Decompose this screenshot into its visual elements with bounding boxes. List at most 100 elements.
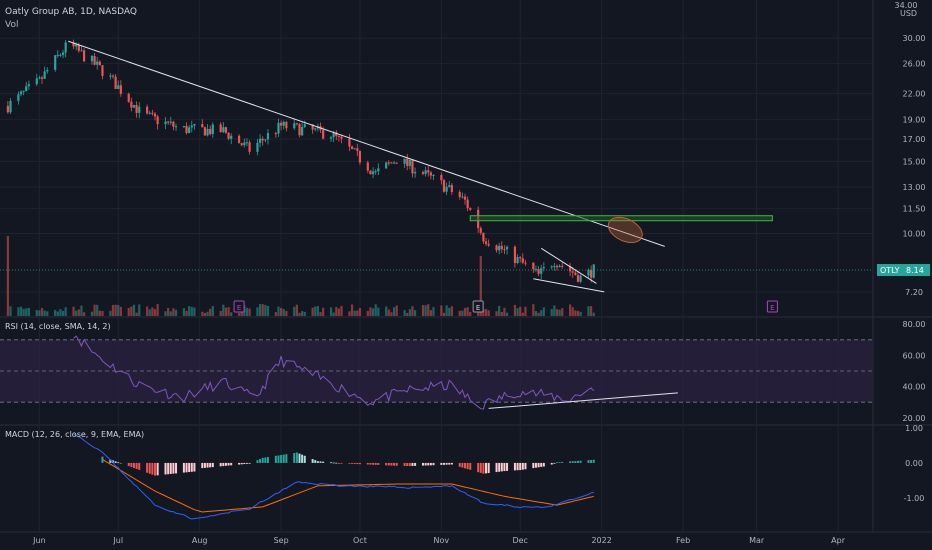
- wedge-upper-line[interactable]: [540, 247, 597, 284]
- candle-body[interactable]: [119, 85, 122, 94]
- candle-body[interactable]: [592, 264, 595, 278]
- candle-body[interactable]: [487, 243, 490, 246]
- candle-body[interactable]: [54, 55, 57, 70]
- candle-body[interactable]: [303, 124, 306, 127]
- candle-body[interactable]: [80, 50, 83, 52]
- candle-body[interactable]: [109, 75, 112, 77]
- candle-body[interactable]: [408, 160, 411, 166]
- candle-body[interactable]: [432, 174, 435, 176]
- earnings-marker[interactable]: E: [766, 300, 778, 313]
- candle-body[interactable]: [356, 148, 359, 151]
- candle-body[interactable]: [314, 128, 317, 130]
- candle-body[interactable]: [188, 127, 191, 133]
- candle-body[interactable]: [61, 52, 65, 55]
- candle-body[interactable]: [461, 196, 464, 198]
- candle-body[interactable]: [482, 232, 485, 242]
- candle-body[interactable]: [117, 85, 120, 89]
- candle-body[interactable]: [266, 133, 270, 140]
- wedge-lower-line[interactable]: [533, 278, 605, 293]
- candle-body[interactable]: [172, 121, 175, 127]
- candle-body[interactable]: [348, 138, 351, 147]
- candle-body[interactable]: [185, 126, 188, 133]
- rsi-divergence-line[interactable]: [488, 392, 678, 409]
- candle-body[interactable]: [335, 132, 338, 136]
- resistance-zone[interactable]: [469, 215, 773, 222]
- candle-body[interactable]: [227, 132, 230, 139]
- candle-body[interactable]: [590, 269, 593, 278]
- candle-body[interactable]: [93, 56, 96, 65]
- candle-body[interactable]: [353, 148, 356, 150]
- candle-body[interactable]: [282, 121, 285, 126]
- candle-body[interactable]: [130, 101, 133, 108]
- candle-body[interactable]: [203, 127, 207, 136]
- candle-body[interactable]: [72, 42, 75, 47]
- candle-body[interactable]: [201, 124, 204, 128]
- candle-body[interactable]: [40, 77, 44, 79]
- candle-body[interactable]: [500, 245, 503, 250]
- candle-body[interactable]: [25, 86, 28, 91]
- candle-body[interactable]: [295, 123, 298, 125]
- candle-body[interactable]: [466, 199, 469, 209]
- candle-body[interactable]: [156, 116, 159, 125]
- candle-body[interactable]: [561, 265, 564, 267]
- candle-body[interactable]: [424, 170, 427, 174]
- candle-body[interactable]: [495, 245, 498, 251]
- candle-body[interactable]: [516, 257, 519, 264]
- candle-body[interactable]: [458, 191, 461, 197]
- candle-body[interactable]: [369, 170, 372, 175]
- candle-body[interactable]: [285, 121, 288, 129]
- candle-body[interactable]: [550, 266, 553, 268]
- candle-body[interactable]: [503, 249, 506, 251]
- candle-body[interactable]: [240, 143, 243, 146]
- candle-body[interactable]: [579, 275, 582, 282]
- candle-body[interactable]: [146, 106, 149, 114]
- macd-pane[interactable]: [73, 433, 595, 520]
- candle-body[interactable]: [463, 196, 467, 200]
- candle-body[interactable]: [448, 185, 451, 187]
- trendline[interactable]: [68, 40, 665, 247]
- candle-body[interactable]: [224, 127, 228, 133]
- candle-body[interactable]: [27, 84, 30, 87]
- candle-body[interactable]: [9, 100, 12, 113]
- candle-body[interactable]: [75, 44, 78, 47]
- candle-body[interactable]: [440, 174, 443, 181]
- candle-body[interactable]: [230, 135, 233, 139]
- candle-body[interactable]: [190, 125, 193, 128]
- candle-body[interactable]: [222, 127, 225, 133]
- candle-body[interactable]: [22, 90, 25, 92]
- candle-body[interactable]: [571, 271, 574, 273]
- candle-body[interactable]: [264, 139, 267, 141]
- rsi-pane[interactable]: [0, 335, 872, 410]
- candle-body[interactable]: [385, 162, 388, 169]
- candle-body[interactable]: [553, 265, 556, 267]
- candle-body[interactable]: [280, 122, 283, 126]
- candle-body[interactable]: [377, 168, 380, 172]
- candle-body[interactable]: [135, 105, 138, 113]
- candle-body[interactable]: [111, 75, 115, 77]
- candle-body[interactable]: [371, 171, 375, 175]
- candle-body[interactable]: [350, 146, 354, 149]
- candle-body[interactable]: [498, 245, 501, 251]
- candle-body[interactable]: [532, 262, 535, 270]
- candle-body[interactable]: [151, 112, 154, 114]
- candle-body[interactable]: [519, 257, 522, 259]
- candle-body[interactable]: [387, 162, 390, 164]
- candle-body[interactable]: [211, 124, 214, 135]
- candle-body[interactable]: [311, 124, 314, 130]
- candle-body[interactable]: [429, 172, 432, 176]
- candle-body[interactable]: [261, 138, 264, 141]
- candle-body[interactable]: [153, 113, 157, 117]
- candle-body[interactable]: [534, 269, 538, 271]
- candle-body[interactable]: [64, 42, 67, 53]
- candle-body[interactable]: [164, 121, 167, 125]
- candle-body[interactable]: [513, 246, 517, 264]
- candle-body[interactable]: [374, 171, 377, 173]
- candle-body[interactable]: [174, 126, 178, 128]
- candle-body[interactable]: [138, 106, 141, 113]
- candle-body[interactable]: [421, 172, 425, 174]
- candle-body[interactable]: [479, 228, 482, 233]
- candle-body[interactable]: [390, 162, 393, 164]
- candle-body[interactable]: [17, 94, 20, 101]
- candle-body[interactable]: [521, 258, 524, 263]
